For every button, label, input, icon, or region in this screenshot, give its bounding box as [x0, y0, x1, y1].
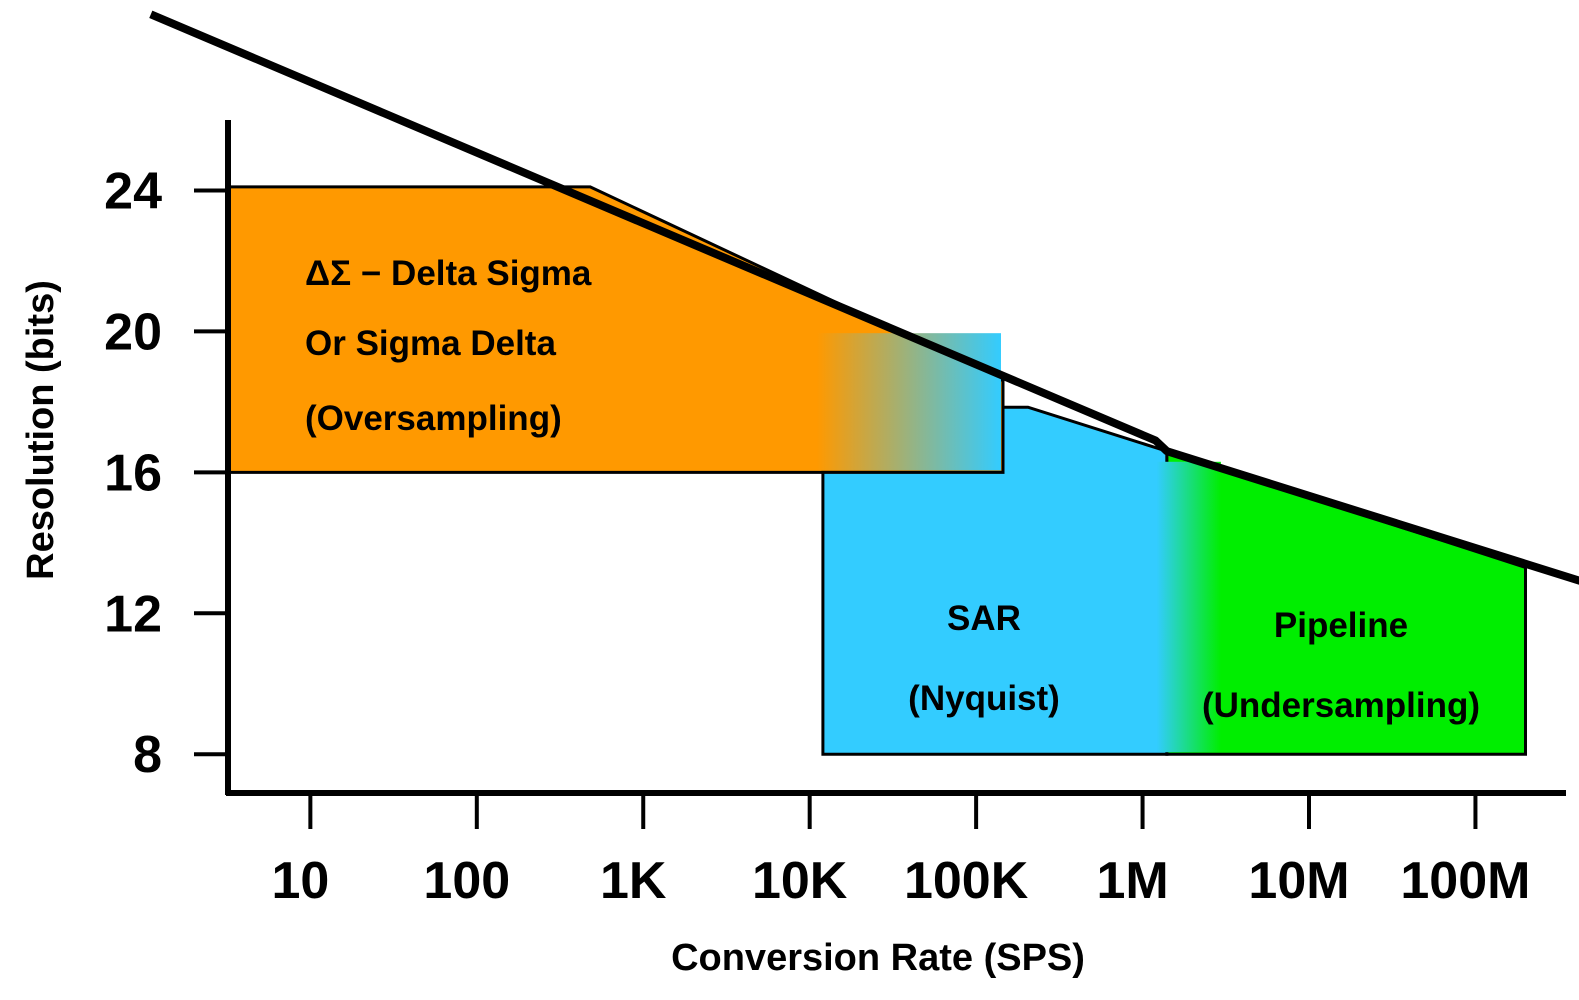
sar-label-line-1: SAR [947, 599, 1021, 638]
y-tick-label-0: 8 [133, 726, 162, 784]
x-tick-label-2: 1K [600, 852, 667, 910]
pipeline-label-line-1: Pipeline [1274, 606, 1408, 645]
x-tick-label-3: 10K [752, 852, 848, 910]
x-tick-label-4: 100K [904, 852, 1029, 910]
delta-sigma-label-line-2: Or Sigma Delta [305, 324, 556, 363]
y-axis-title: Resolution (bits) [20, 280, 62, 580]
x-tick-label-5: 1M [1096, 852, 1168, 910]
y-tick-label-1: 12 [104, 585, 162, 643]
x-tick-label-1: 100 [423, 852, 510, 910]
performance-limit-line [149, 10, 1579, 585]
sar-label-line-2: (Nyquist) [908, 679, 1060, 718]
delta-sigma-label-line-1: ΔΣ − Delta Sigma [305, 254, 592, 293]
y-tick-label-4: 24 [104, 162, 162, 220]
y-tick-label-3: 20 [104, 303, 162, 361]
y-tick-label-2: 16 [104, 444, 162, 502]
x-tick-label-7: 100M [1400, 852, 1530, 910]
pipeline-label-line-2: (Undersampling) [1202, 686, 1480, 725]
delta-sigma-label-line-3: (Oversampling) [305, 399, 562, 438]
x-axis-title: Conversion Rate (SPS) [671, 937, 1085, 979]
x-tick-label-0: 10 [271, 852, 329, 910]
blend-delta-sigma-sar [816, 333, 1001, 471]
x-tick-label-6: 10M [1248, 852, 1349, 910]
blend-sar-pipeline [1156, 461, 1221, 753]
